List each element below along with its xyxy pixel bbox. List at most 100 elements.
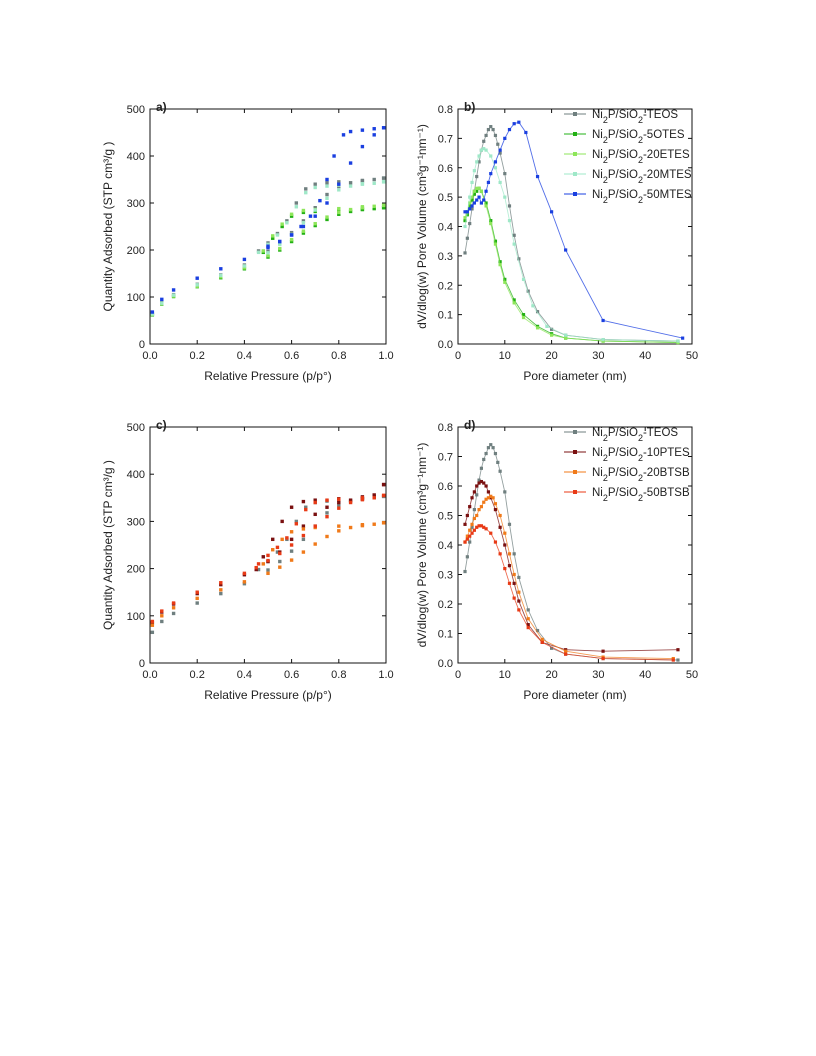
adsorption-point	[160, 619, 164, 624]
series-line	[464, 148, 679, 342]
adsorption-point	[348, 207, 353, 212]
adsorption-point	[325, 511, 329, 515]
adsorption-point	[301, 224, 306, 229]
plot-frame	[149, 426, 387, 664]
data-point	[482, 457, 486, 462]
data-point	[545, 324, 549, 328]
series-line	[464, 443, 679, 661]
x-tick-label: 30	[592, 350, 604, 362]
x-tick-label: 0.0	[142, 350, 157, 362]
desorption-point	[372, 493, 376, 497]
data-point	[475, 186, 479, 190]
data-point	[512, 233, 516, 237]
data-point	[503, 172, 507, 176]
x-tick-label: 20	[545, 669, 557, 681]
adsorption-point	[171, 611, 176, 616]
y-tick-label: 0.6	[438, 481, 453, 493]
data-point	[465, 555, 469, 559]
data-point	[540, 640, 544, 644]
adsorption-point	[337, 506, 341, 510]
x-tick-label: 0.6	[284, 350, 299, 362]
data-point	[472, 508, 476, 512]
y-tick-label: 0.8	[438, 104, 453, 116]
data-point	[507, 127, 512, 132]
data-point	[484, 527, 488, 531]
adsorption-point	[278, 551, 282, 556]
data-point	[507, 552, 512, 556]
data-point	[540, 637, 544, 641]
desorption-point	[278, 239, 282, 244]
data-point	[489, 219, 493, 223]
data-point	[479, 466, 483, 470]
data-point	[535, 310, 540, 314]
data-point	[465, 513, 469, 518]
data-point	[521, 315, 526, 320]
y-tick-label: 0.8	[438, 422, 453, 434]
adsorption-point	[360, 497, 365, 502]
data-point	[526, 289, 530, 293]
desorption-point	[294, 201, 299, 205]
desorption-point	[360, 205, 365, 209]
desorption-point	[275, 233, 280, 237]
desorption-point	[381, 176, 386, 180]
adsorption-point	[289, 558, 294, 562]
data-point	[470, 180, 474, 185]
desorption-point	[337, 208, 341, 213]
data-point	[486, 490, 491, 494]
desorption-point	[381, 482, 386, 487]
adsorption-point	[325, 514, 329, 519]
y-axis-label: dV/dlog(w) Pore Volume (cm³g⁻¹nm⁻¹)	[415, 443, 429, 648]
adsorption-point	[337, 210, 341, 215]
data-point	[512, 572, 516, 577]
data-point	[463, 224, 467, 229]
data-point	[512, 242, 516, 246]
desorption-point	[381, 206, 386, 210]
data-point	[503, 490, 507, 494]
data-point	[498, 525, 502, 529]
adsorption-point	[150, 619, 155, 624]
desorption-point	[325, 184, 329, 188]
adsorption-point	[266, 253, 270, 258]
data-point	[507, 522, 512, 526]
data-point	[489, 172, 493, 176]
y-tick-label: 0.2	[438, 280, 453, 292]
desorption-point	[301, 208, 306, 213]
adsorption-point	[372, 522, 376, 526]
data-point	[491, 446, 495, 450]
panel-label: d)	[464, 418, 475, 432]
plot-frame	[149, 108, 387, 345]
data-point	[475, 160, 479, 164]
adsorption-point	[278, 565, 282, 569]
data-point	[671, 658, 675, 662]
data-point	[479, 201, 483, 205]
series-2	[150, 521, 386, 627]
adsorption-point	[372, 177, 376, 182]
data-point	[493, 508, 498, 512]
data-point	[482, 147, 486, 151]
data-point	[564, 336, 568, 340]
desorption-point	[301, 499, 306, 504]
data-point	[468, 221, 472, 226]
data-point	[493, 242, 498, 246]
data-point	[498, 513, 502, 518]
desorption-point	[360, 523, 365, 527]
y-tick-label: 0.4	[438, 222, 453, 234]
legend-marker	[573, 490, 577, 494]
y-tick-label: 400	[127, 469, 145, 481]
data-point	[512, 298, 516, 302]
series-4	[463, 120, 685, 340]
adsorption-point	[289, 549, 294, 553]
data-point	[493, 166, 498, 170]
adsorption-point	[150, 312, 155, 316]
x-tick-label: 50	[686, 350, 698, 362]
adsorption-point	[325, 201, 329, 205]
x-axis-label: Relative Pressure (p/p°)	[204, 369, 332, 383]
data-point	[477, 478, 481, 482]
legend-marker	[573, 132, 577, 136]
y-tick-label: 200	[127, 245, 145, 257]
desorption-point	[381, 493, 386, 498]
desorption-point	[348, 129, 353, 134]
y-tick-label: 0.1	[438, 629, 453, 641]
y-tick-label: 0.4	[438, 540, 453, 552]
desorption-point	[304, 190, 308, 195]
